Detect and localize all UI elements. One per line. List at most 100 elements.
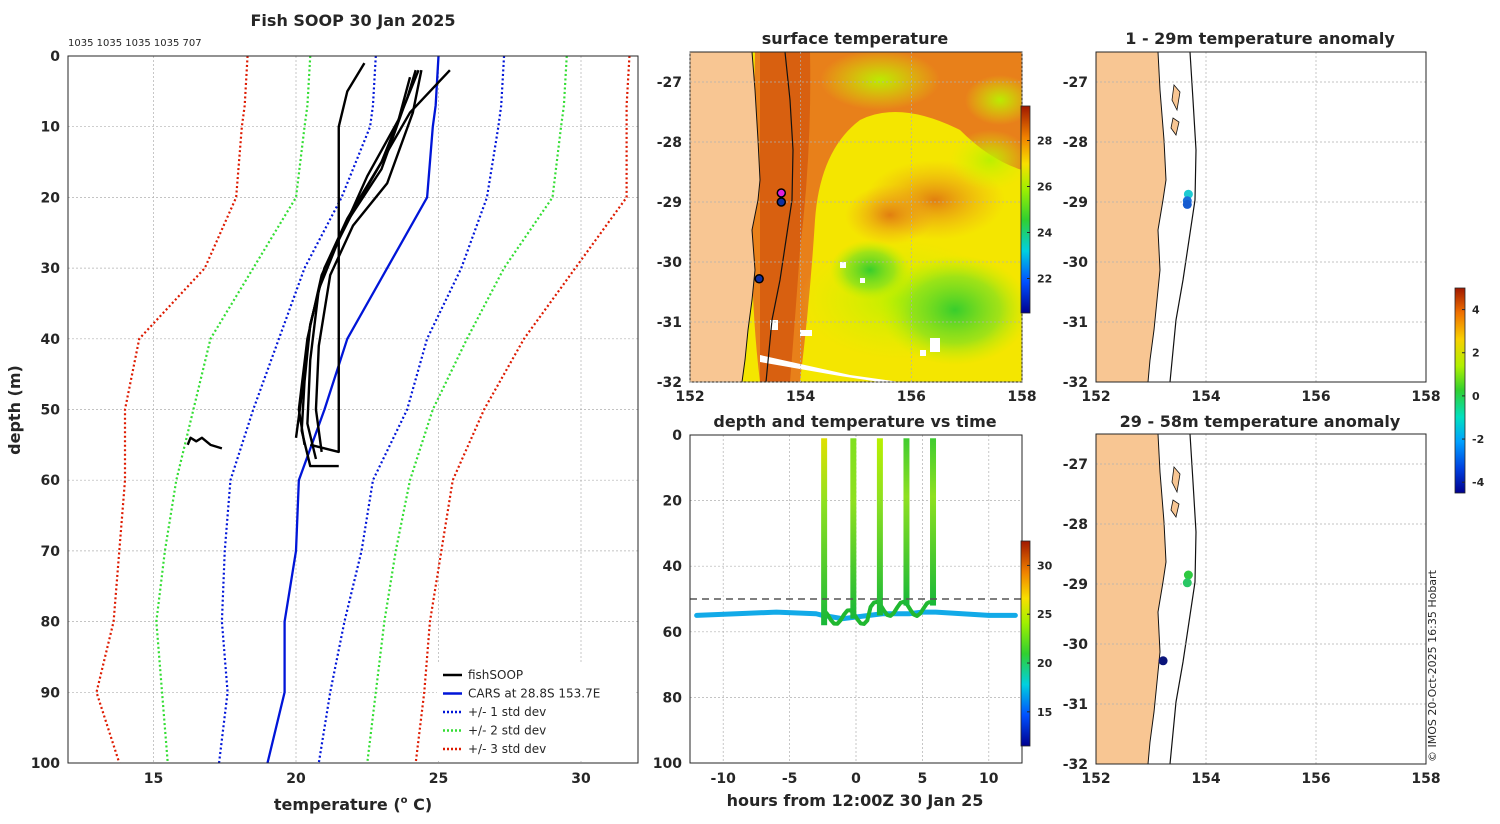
profile-frame — [67, 55, 639, 764]
colorbar-tick-label: 20 — [1037, 657, 1053, 670]
depth-time-colorbar-ticks: 15 20 25 30 — [1027, 559, 1053, 719]
std-dev-line-minus3 — [95, 55, 249, 764]
y-tick-label: 60 — [663, 625, 683, 641]
seabed-temperature-trace — [694, 609, 1018, 622]
cast-column — [876, 438, 883, 616]
lat-tick-label: -30 — [1063, 637, 1089, 653]
cast-column — [930, 438, 937, 606]
colorbar-tick-label: 30 — [1037, 559, 1053, 572]
cast-column — [821, 438, 828, 626]
profile-grid — [68, 55, 638, 764]
x-tick-label: -5 — [782, 771, 798, 787]
profile-chart: Fish SOOP 30 Jan 2025 1035 1035 1035 103… — [5, 11, 639, 814]
lat-tick-label: -27 — [1063, 75, 1088, 91]
cast-column — [850, 438, 857, 619]
colorbar-tick-label: 25 — [1037, 608, 1052, 621]
anomaly-point — [1183, 570, 1193, 580]
anomaly-shallow-map: 1 - 29m temperature anomaly 152 154 156 158… — [1063, 29, 1441, 405]
lon-tick-label: 152 — [1081, 389, 1110, 405]
std-dev-line-plus2 — [366, 55, 568, 764]
lon-tick-label: 154 — [786, 389, 815, 405]
depth-time-chart: depth and temperature vs time -10 -5 0 5 100… — [653, 412, 1053, 810]
anomaly-deep-map: 29 - 58m temperature anomaly 152 154 156 15… — [1063, 412, 1441, 787]
colorbar-tick-label: -2 — [1472, 433, 1484, 446]
colorbar-tick-label: 2 — [1472, 347, 1480, 360]
legend-label: fishSOOP — [468, 668, 523, 682]
anomaly-deep-ticks: 152 154 156 158 -27 -28 -29 -30 -31 -32 — [1063, 457, 1441, 787]
colorbar-tick-label: 26 — [1037, 181, 1053, 194]
surface-temperature-map: surface temperature — [657, 29, 1053, 405]
std-dev-line-plus1 — [317, 55, 506, 764]
depth-time-colorbar — [1020, 540, 1031, 747]
x-tick-label: 15 — [144, 771, 163, 787]
lat-tick-label: -29 — [1063, 195, 1088, 211]
lat-tick-label: -28 — [1063, 135, 1088, 151]
y-tick-label: 100 — [653, 756, 682, 772]
fishsoop-cast-line — [306, 76, 412, 460]
cars-mean-line — [266, 55, 440, 764]
depth-time-xlabel: hours from 12:00Z 30 Jan 25 — [727, 791, 984, 810]
colorbar-tick-label: 22 — [1037, 273, 1052, 286]
anomaly-deep-frame — [1095, 433, 1427, 765]
colorbar-tick-label: 4 — [1472, 304, 1480, 317]
legend-label: +/- 1 std dev — [468, 705, 546, 719]
sst-colorbar-ticks: 22 24 26 28 — [1027, 135, 1053, 286]
anomaly-colorbar — [1454, 287, 1466, 494]
surface-map-ticks: 152 154 156 158 -27 -28 -29 -30 -31 -32 — [657, 75, 1037, 405]
profile-xlabel: temperature (o C) — [274, 795, 432, 814]
lon-tick-label: 158 — [1411, 389, 1440, 405]
surface-map-title: surface temperature — [762, 29, 949, 48]
sst-field — [690, 52, 1022, 382]
anomaly-colorbar-ticks: 4 2 0 -2 -4 — [1462, 304, 1485, 489]
legend-label: CARS at 28.8S 153.7E — [468, 687, 600, 701]
fishsoop-cast-line — [309, 62, 366, 454]
lat-tick-label: -28 — [1063, 517, 1088, 533]
y-tick-label: 90 — [41, 685, 61, 701]
y-tick-label: 0 — [672, 428, 682, 444]
y-tick-label: 20 — [663, 494, 683, 510]
x-tick-label: 30 — [571, 771, 591, 787]
anomaly-deep-points — [1158, 570, 1193, 666]
profile-legend: fishSOOP CARS at 28.8S 153.7E +/- 1 std de… — [437, 664, 635, 761]
std-dev-line-plus3 — [414, 55, 631, 764]
anomaly-shallow-frame — [1095, 51, 1427, 383]
lat-tick-label: -31 — [1063, 697, 1088, 713]
std-dev-line-minus2 — [155, 55, 312, 764]
lon-tick-label: 156 — [897, 389, 926, 405]
sst-colorbar — [1020, 105, 1031, 314]
lat-tick-label: -29 — [657, 195, 682, 211]
lat-tick-label: -28 — [657, 135, 682, 151]
y-tick-label: 80 — [663, 690, 683, 706]
x-tick-label: 20 — [286, 771, 306, 787]
sample-counts: 1035 1035 1035 1035 707 — [68, 38, 202, 49]
colorbar-tick-label: 28 — [1037, 135, 1052, 148]
station-marker — [776, 197, 787, 207]
profile-ylabel: depth (m) — [5, 365, 24, 455]
surface-map-stations — [754, 188, 787, 284]
lat-tick-label: -32 — [1063, 757, 1088, 773]
y-tick-label: 40 — [41, 332, 61, 348]
y-tick-label: 70 — [41, 544, 61, 560]
station-marker — [754, 274, 764, 284]
colorbar-tick-label: -4 — [1472, 476, 1485, 489]
profile-lines — [95, 55, 631, 764]
y-tick-label: 50 — [41, 403, 61, 419]
lat-tick-label: -30 — [657, 255, 683, 271]
x-tick-label: 5 — [918, 771, 928, 787]
lat-tick-label: -32 — [657, 375, 682, 391]
lat-tick-label: -32 — [1063, 375, 1088, 391]
fishsoop-cast-line — [186, 436, 223, 450]
colorbar-tick-label: 24 — [1037, 227, 1053, 240]
lat-tick-label: -27 — [1063, 457, 1088, 473]
y-tick-label: 30 — [41, 261, 61, 277]
x-tick-label: -10 — [711, 771, 737, 787]
anomaly-shallow-ticks: 152 154 156 158 -27 -28 -29 -30 -31 -32 — [1063, 75, 1441, 405]
y-tick-label: 10 — [41, 120, 61, 136]
anomaly-shallow-title: 1 - 29m temperature anomaly — [1125, 29, 1395, 48]
lat-tick-label: -31 — [1063, 315, 1088, 331]
depth-time-title: depth and temperature vs time — [713, 412, 996, 431]
anomaly-point — [1182, 578, 1192, 588]
legend-label: +/- 3 std dev — [468, 742, 546, 756]
